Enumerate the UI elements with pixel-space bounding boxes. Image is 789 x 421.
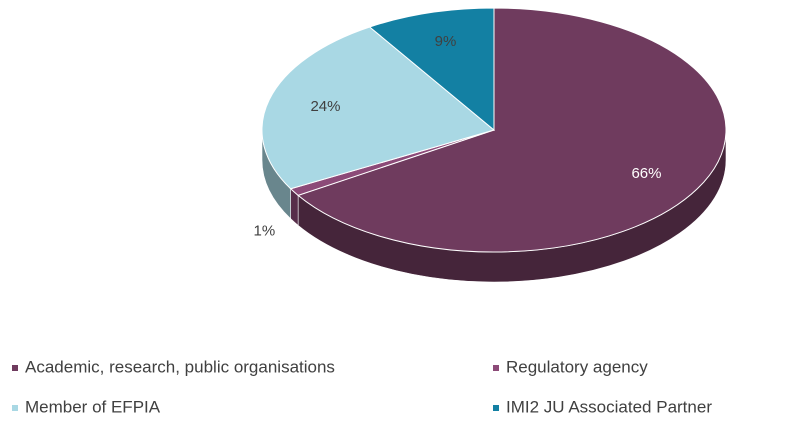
legend-text: Regulatory agency: [506, 357, 648, 376]
slice-label: 24%: [310, 98, 340, 115]
legend-swatch: [12, 405, 18, 411]
legend-text: IMI2 JU Associated Partner: [506, 397, 712, 416]
slice-label: 1%: [254, 222, 276, 239]
legend-swatch: [493, 365, 499, 371]
slice: [368, 7, 495, 132]
legend-text: Academic, research, public organisations: [25, 357, 335, 376]
legend-swatch: [12, 365, 18, 371]
slice: [297, 7, 727, 253]
slice: [261, 26, 496, 190]
legend-swatch: [493, 405, 499, 411]
slice-label: 66%: [631, 165, 661, 182]
legend-text: Member of EFPIA: [25, 397, 161, 416]
slice-label: 9%: [435, 33, 457, 50]
